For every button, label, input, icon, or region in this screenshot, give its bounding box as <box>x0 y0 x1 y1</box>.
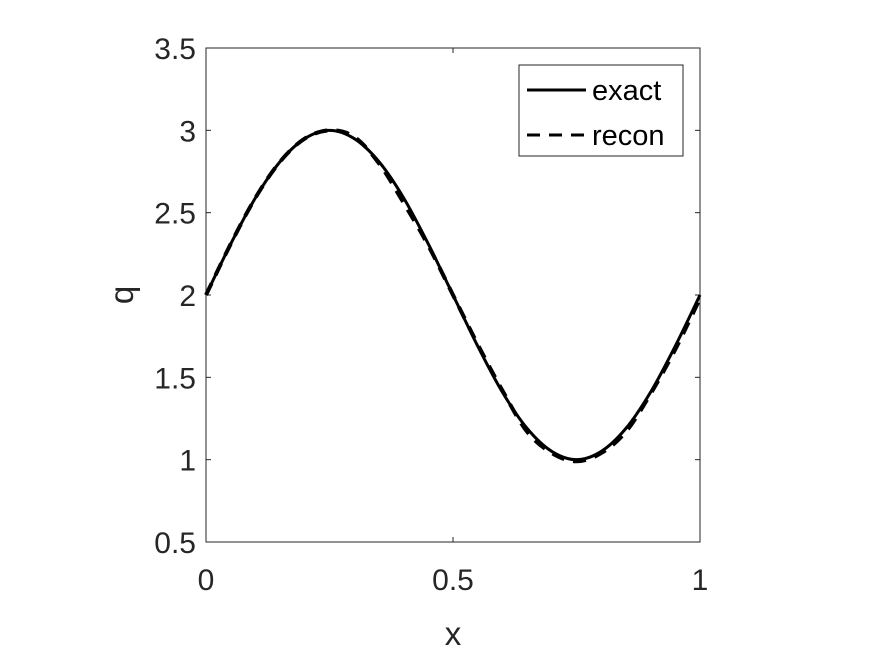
y-tick-label: 0.5 <box>154 527 196 560</box>
y-axis-label: q <box>103 286 140 304</box>
legend-label-exact: exact <box>592 75 661 107</box>
y-tick-label: 1.5 <box>154 362 196 395</box>
y-tick-label: 1 <box>179 445 196 478</box>
x-axis-label: x <box>445 615 462 652</box>
y-tick-label: 2 <box>179 280 196 313</box>
legend-label-recon: recon <box>592 120 665 152</box>
y-tick-label: 3 <box>179 115 196 148</box>
legend: exact recon <box>518 64 684 157</box>
x-tick-label: 1 <box>692 564 709 597</box>
axis-tick-labels: 0 0.5 10.511.522.533.5 <box>154 33 708 597</box>
series-layer <box>204 128 702 464</box>
x-tick-label: 0.5 <box>432 564 474 597</box>
legend-box <box>518 64 684 157</box>
series-line-recon <box>204 128 702 464</box>
y-tick-label: 2.5 <box>154 198 196 231</box>
y-tick-label: 3.5 <box>154 33 196 66</box>
x-tick-label: 0 <box>198 564 215 597</box>
